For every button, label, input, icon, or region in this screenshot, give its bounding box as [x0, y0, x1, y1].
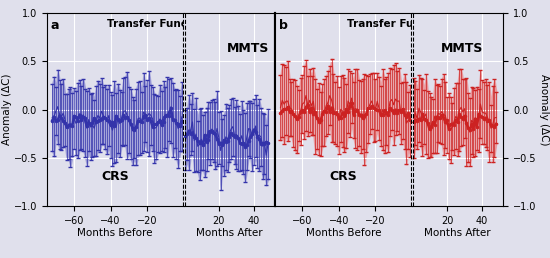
Text: CRS: CRS	[101, 170, 129, 183]
X-axis label: Months Before: Months Before	[306, 228, 381, 238]
X-axis label: Months Before: Months Before	[78, 228, 153, 238]
X-axis label: Months After: Months After	[196, 228, 263, 238]
Text: b: b	[279, 19, 288, 32]
Text: Transfer Function not Applied: Transfer Function not Applied	[107, 19, 282, 29]
Text: MMTS: MMTS	[441, 42, 483, 55]
Text: a: a	[51, 19, 59, 32]
Y-axis label: Anomaly (ΔC): Anomaly (ΔC)	[539, 74, 549, 146]
Text: CRS: CRS	[329, 170, 358, 183]
Y-axis label: Anomaly (ΔC): Anomaly (ΔC)	[2, 74, 12, 146]
Text: Transfer Function Applied: Transfer Function Applied	[347, 19, 499, 29]
X-axis label: Months After: Months After	[424, 228, 491, 238]
Text: MMTS: MMTS	[227, 42, 269, 55]
